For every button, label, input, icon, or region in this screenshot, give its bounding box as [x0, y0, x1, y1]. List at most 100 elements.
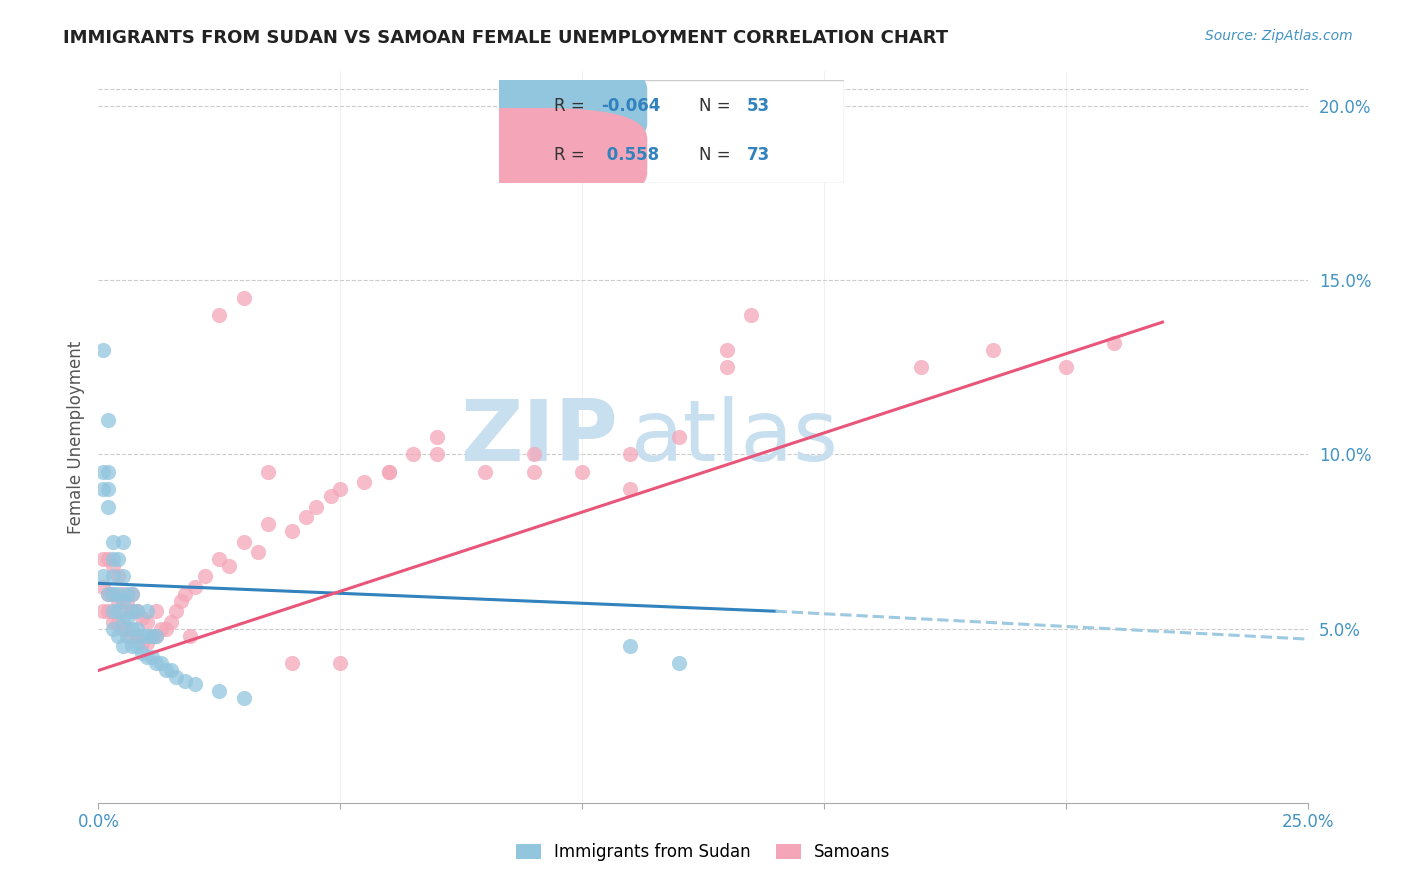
- Point: [145, 604, 167, 618]
- Point: [121, 622, 143, 636]
- Point: [184, 677, 207, 691]
- Point: [141, 629, 163, 643]
- Point: [131, 635, 153, 649]
- Point: [523, 465, 546, 479]
- Point: [305, 500, 328, 514]
- Point: [101, 604, 124, 618]
- Point: [194, 569, 217, 583]
- Point: [160, 615, 183, 629]
- Point: [101, 615, 124, 629]
- Point: [619, 639, 641, 653]
- Point: [295, 510, 318, 524]
- Point: [150, 622, 173, 636]
- Point: [107, 629, 129, 643]
- Point: [619, 483, 641, 497]
- Point: [97, 587, 120, 601]
- Point: [571, 465, 593, 479]
- Text: R =: R =: [554, 146, 591, 164]
- Point: [91, 465, 114, 479]
- Point: [111, 639, 134, 653]
- Point: [111, 622, 134, 636]
- Point: [91, 343, 114, 357]
- Point: [377, 465, 399, 479]
- FancyBboxPatch shape: [499, 80, 844, 183]
- Point: [402, 448, 425, 462]
- Point: [716, 360, 738, 375]
- Point: [145, 629, 167, 643]
- Point: [377, 465, 399, 479]
- Point: [256, 465, 278, 479]
- Point: [668, 657, 690, 671]
- Point: [107, 587, 129, 601]
- Point: [426, 430, 449, 444]
- Text: -0.064: -0.064: [600, 97, 661, 115]
- Point: [127, 604, 149, 618]
- Point: [319, 489, 342, 503]
- Point: [107, 552, 129, 566]
- Text: R =: R =: [554, 97, 591, 115]
- Point: [256, 517, 278, 532]
- Point: [131, 611, 153, 625]
- Point: [155, 664, 177, 678]
- Point: [145, 657, 167, 671]
- Point: [135, 615, 157, 629]
- Point: [165, 604, 187, 618]
- Point: [111, 604, 134, 618]
- Point: [141, 649, 163, 664]
- Point: [169, 594, 191, 608]
- Point: [101, 622, 124, 636]
- Y-axis label: Female Unemployment: Female Unemployment: [66, 341, 84, 533]
- Point: [111, 587, 134, 601]
- Point: [160, 664, 183, 678]
- Point: [97, 604, 120, 618]
- Point: [97, 483, 120, 497]
- Point: [208, 308, 231, 322]
- Point: [121, 587, 143, 601]
- Point: [329, 657, 352, 671]
- Point: [127, 622, 149, 636]
- Point: [121, 587, 143, 601]
- Point: [281, 524, 304, 538]
- Point: [208, 552, 231, 566]
- Point: [208, 684, 231, 698]
- Point: [127, 639, 149, 653]
- Point: [127, 604, 149, 618]
- Point: [101, 534, 124, 549]
- Point: [619, 448, 641, 462]
- Point: [174, 673, 197, 688]
- Point: [121, 629, 143, 643]
- Point: [111, 615, 134, 629]
- Point: [97, 412, 120, 426]
- Point: [101, 552, 124, 566]
- Point: [232, 291, 254, 305]
- Legend: Immigrants from Sudan, Samoans: Immigrants from Sudan, Samoans: [509, 837, 897, 868]
- Point: [101, 569, 124, 583]
- FancyBboxPatch shape: [406, 108, 647, 203]
- Text: N =: N =: [699, 146, 735, 164]
- Point: [91, 580, 114, 594]
- Point: [121, 639, 143, 653]
- Point: [135, 629, 157, 643]
- Point: [247, 545, 270, 559]
- Point: [131, 629, 153, 643]
- Point: [111, 594, 134, 608]
- Point: [97, 552, 120, 566]
- Point: [107, 604, 129, 618]
- Point: [150, 657, 173, 671]
- Point: [668, 430, 690, 444]
- Point: [174, 587, 197, 601]
- Point: [740, 308, 762, 322]
- Text: 0.558: 0.558: [600, 146, 659, 164]
- Point: [1054, 360, 1077, 375]
- Point: [97, 465, 120, 479]
- Point: [117, 629, 139, 643]
- Point: [91, 569, 114, 583]
- Point: [145, 629, 167, 643]
- Point: [981, 343, 1004, 357]
- Point: [91, 483, 114, 497]
- Point: [155, 622, 177, 636]
- Point: [179, 629, 201, 643]
- Point: [135, 649, 157, 664]
- Point: [910, 360, 932, 375]
- FancyBboxPatch shape: [406, 59, 647, 154]
